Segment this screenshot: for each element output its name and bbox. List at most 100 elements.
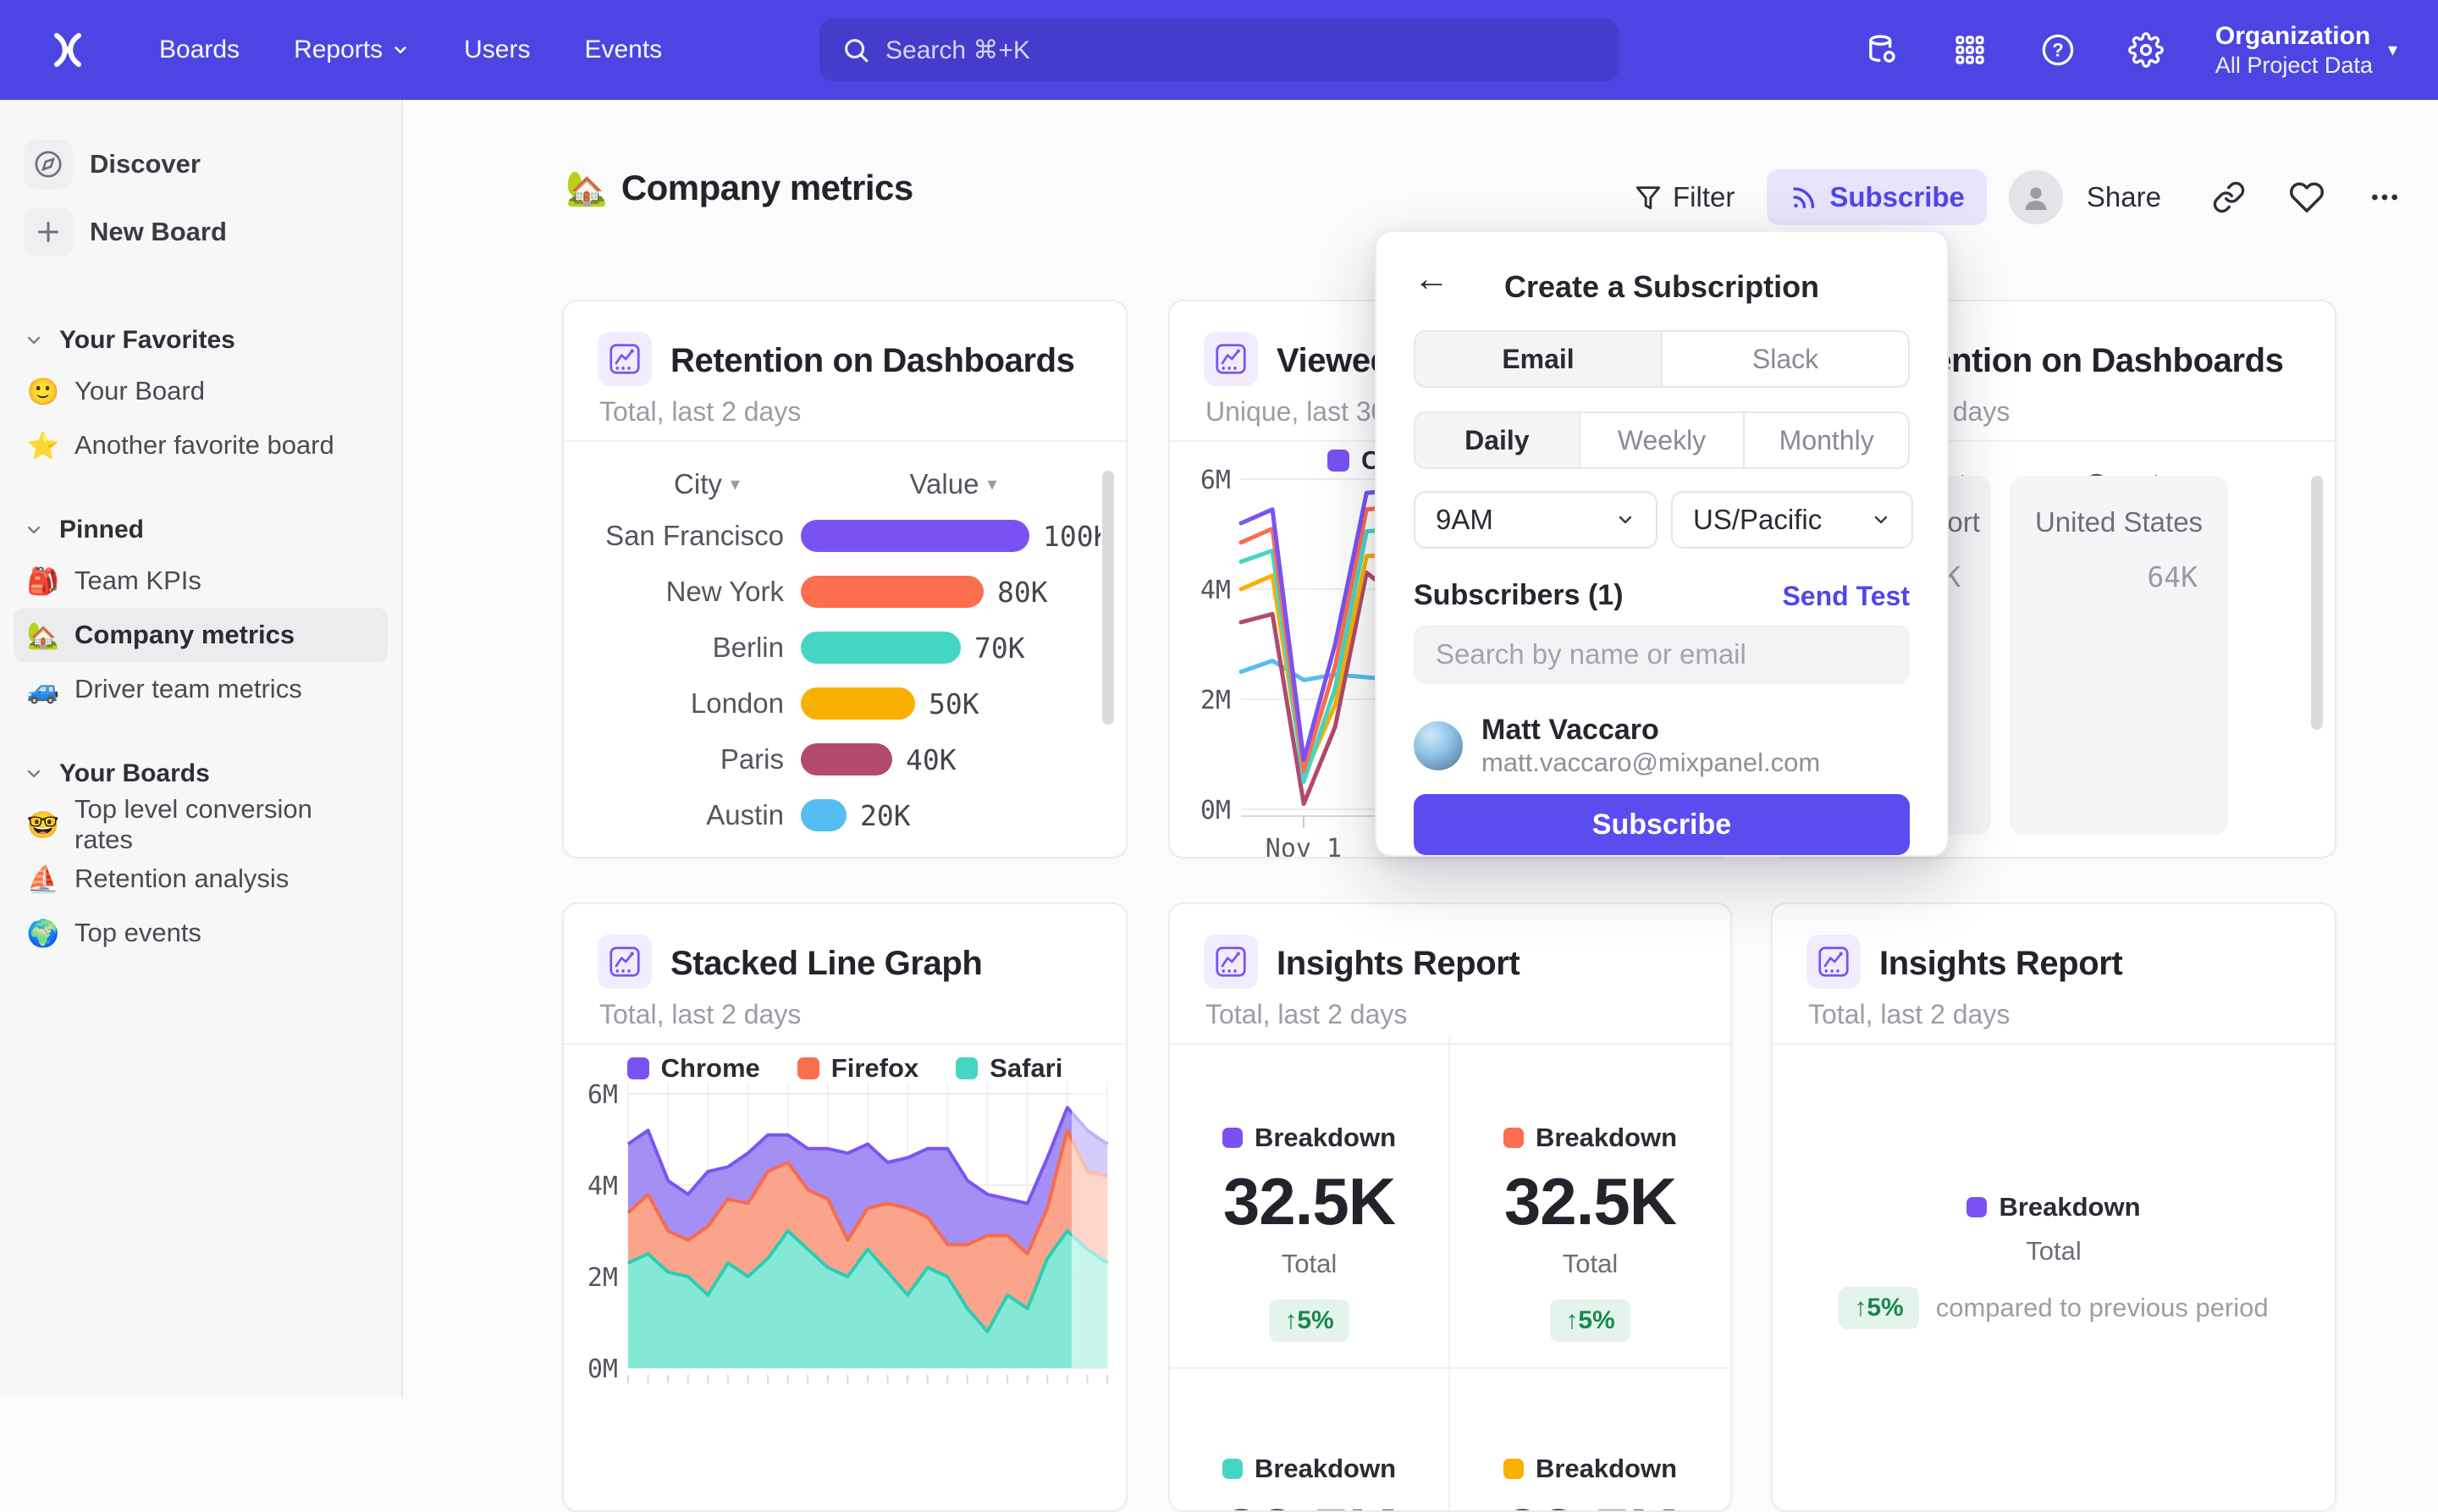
sidebar-item-top-level-conversion-rates[interactable]: 🤓 Top level conversion rates bbox=[0, 797, 401, 852]
value-bar bbox=[801, 687, 915, 720]
plus-icon bbox=[24, 207, 73, 257]
value-bar bbox=[801, 799, 847, 831]
column-header-value[interactable]: Value▾ bbox=[843, 467, 1063, 501]
caret-down-icon: ▾ bbox=[731, 473, 740, 495]
person-icon bbox=[2019, 180, 2053, 214]
sidebar-item-discover[interactable]: Discover bbox=[0, 134, 401, 195]
svg-text:2M: 2M bbox=[587, 1263, 618, 1293]
sidebar-item-company-metrics[interactable]: 🏡 Company metrics bbox=[14, 608, 388, 662]
metric-total-label: Total bbox=[1282, 1249, 1337, 1279]
value-label: 20K bbox=[860, 799, 911, 832]
change-badge: ↑5% bbox=[1269, 1300, 1349, 1342]
scrollbar-thumb[interactable] bbox=[1102, 471, 1114, 725]
sidebar-item-your-board[interactable]: 🙂 Your Board bbox=[0, 364, 401, 418]
subscriber-row[interactable]: Matt Vaccaro matt.vaccaro@mixpanel.com bbox=[1414, 713, 1820, 779]
card-subtitle: Total, last 2 days bbox=[1205, 999, 1407, 1030]
subscriber-avatar bbox=[1414, 721, 1463, 770]
nav-item-boards[interactable]: Boards bbox=[159, 36, 240, 64]
channel-email-tab[interactable]: Email bbox=[1415, 332, 1661, 386]
data-management-icon[interactable] bbox=[1863, 31, 1900, 69]
nav-item-reports[interactable]: Reports bbox=[294, 36, 410, 64]
search-icon bbox=[841, 36, 870, 64]
ellipsis-icon bbox=[2368, 180, 2402, 214]
channel-slack-tab[interactable]: Slack bbox=[1661, 332, 1908, 386]
chevron-down-icon bbox=[24, 764, 44, 784]
sidebar-item-new-board[interactable]: New Board bbox=[0, 201, 401, 262]
scrollbar-thumb[interactable] bbox=[2311, 476, 2323, 730]
svg-text:4M: 4M bbox=[1200, 576, 1231, 605]
card-retention-on-dashboards: Retention on Dashboards Total, last 2 da… bbox=[562, 300, 1128, 858]
subscribe-submit-button[interactable]: Subscribe bbox=[1414, 794, 1910, 855]
metric-header: Breakdown bbox=[1222, 1454, 1396, 1484]
retention-row: Austin 20K bbox=[598, 787, 1100, 843]
dialog-title: Create a Subscription bbox=[1376, 269, 1947, 305]
mixpanel-logo-icon[interactable] bbox=[47, 30, 88, 70]
frequency-weekly-tab[interactable]: Weekly bbox=[1579, 413, 1744, 467]
favorite-button[interactable] bbox=[2288, 179, 2325, 216]
page-title: 🏡 Company metrics bbox=[565, 168, 913, 208]
series-color-dot bbox=[1503, 1459, 1524, 1479]
card-title: Insights Report bbox=[1277, 945, 1520, 983]
subscriber-search[interactable] bbox=[1414, 625, 1910, 684]
nav-menu: Boards Reports Users Events bbox=[159, 36, 662, 64]
user-avatar[interactable] bbox=[2009, 170, 2063, 224]
value-label: 10K bbox=[837, 855, 888, 856]
frequency-daily-tab[interactable]: Daily bbox=[1415, 413, 1579, 467]
series-color-dot bbox=[1966, 1197, 1987, 1217]
time-select[interactable]: 9AM bbox=[1414, 491, 1658, 549]
section-your-boards[interactable]: Your Boards bbox=[0, 750, 401, 797]
nav-item-events[interactable]: Events bbox=[584, 36, 662, 64]
sidebar-item-top-events[interactable]: 🌍 Top events bbox=[0, 906, 401, 960]
svg-text:0M: 0M bbox=[587, 1355, 618, 1384]
section-your-favorites[interactable]: Your Favorites bbox=[0, 317, 401, 364]
timezone-select[interactable]: US/Pacific bbox=[1671, 491, 1913, 549]
board-emoji: 🎒 bbox=[24, 566, 63, 597]
svg-text:0M: 0M bbox=[1200, 796, 1231, 825]
board-emoji: 🤓 bbox=[24, 809, 63, 841]
board-emoji: 🏡 bbox=[565, 168, 608, 208]
metric-header: Breakdown bbox=[1222, 1123, 1396, 1153]
apps-grid-icon[interactable] bbox=[1951, 31, 1988, 69]
global-search-input[interactable]: Search ⌘+K bbox=[819, 19, 1619, 81]
sidebar-item-team-kpis[interactable]: 🎒 Team KPIs bbox=[0, 554, 401, 608]
settings-gear-icon[interactable] bbox=[2127, 31, 2165, 69]
help-icon[interactable]: ? bbox=[2039, 31, 2077, 69]
card-stacked-line-graph: Stacked Line Graph Total, last 2 days Ch… bbox=[562, 902, 1128, 1512]
chevron-down-icon bbox=[391, 41, 410, 59]
svg-text:4M: 4M bbox=[587, 1172, 618, 1201]
metric-value: 32.5K bbox=[1504, 1494, 1676, 1512]
svg-text:2M: 2M bbox=[1200, 686, 1231, 715]
frequency-toggle: Daily Weekly Monthly bbox=[1414, 411, 1910, 469]
series-color-dot bbox=[1222, 1459, 1243, 1479]
subscribe-button[interactable]: Subscribe bbox=[1767, 169, 1987, 225]
org-project: All Project Data bbox=[2215, 52, 2373, 79]
more-options-button[interactable] bbox=[2366, 179, 2403, 216]
metric-value: 32.5K bbox=[1504, 1163, 1676, 1240]
svg-text:Nov 1: Nov 1 bbox=[1266, 834, 1342, 858]
city-label: Berlin bbox=[598, 632, 801, 664]
chevron-down-icon bbox=[24, 330, 44, 350]
frequency-monthly-tab[interactable]: Monthly bbox=[1743, 413, 1908, 467]
share-button[interactable]: Share bbox=[2087, 181, 2161, 213]
sidebar-item-another-favorite-board[interactable]: ⭐ Another favorite board bbox=[0, 418, 401, 472]
sidebar-item-driver-team-metrics[interactable]: 🚙 Driver team metrics bbox=[0, 662, 401, 716]
copy-link-button[interactable] bbox=[2210, 179, 2248, 216]
chevron-down-icon bbox=[1615, 510, 1635, 530]
org-switcher[interactable]: Organization All Project Data ▾ bbox=[2215, 21, 2397, 79]
link-icon bbox=[2212, 180, 2246, 214]
top-nav: Boards Reports Users Events Search ⌘+K bbox=[0, 0, 2438, 100]
section-pinned[interactable]: Pinned bbox=[0, 506, 401, 554]
column-header-city[interactable]: City▾ bbox=[598, 467, 816, 501]
create-subscription-dialog: ← Create a Subscription Email Slack Dail… bbox=[1375, 230, 1949, 857]
send-test-link[interactable]: Send Test bbox=[1782, 581, 1910, 612]
city-label: Austin bbox=[598, 799, 801, 831]
city-label: Paris bbox=[598, 743, 801, 775]
sidebar-item-retention-analysis[interactable]: ⛵ Retention analysis bbox=[0, 852, 401, 906]
subscriber-search-input[interactable] bbox=[1436, 638, 1888, 670]
nav-item-users[interactable]: Users bbox=[464, 36, 530, 64]
filter-button[interactable]: Filter bbox=[1634, 181, 1735, 213]
